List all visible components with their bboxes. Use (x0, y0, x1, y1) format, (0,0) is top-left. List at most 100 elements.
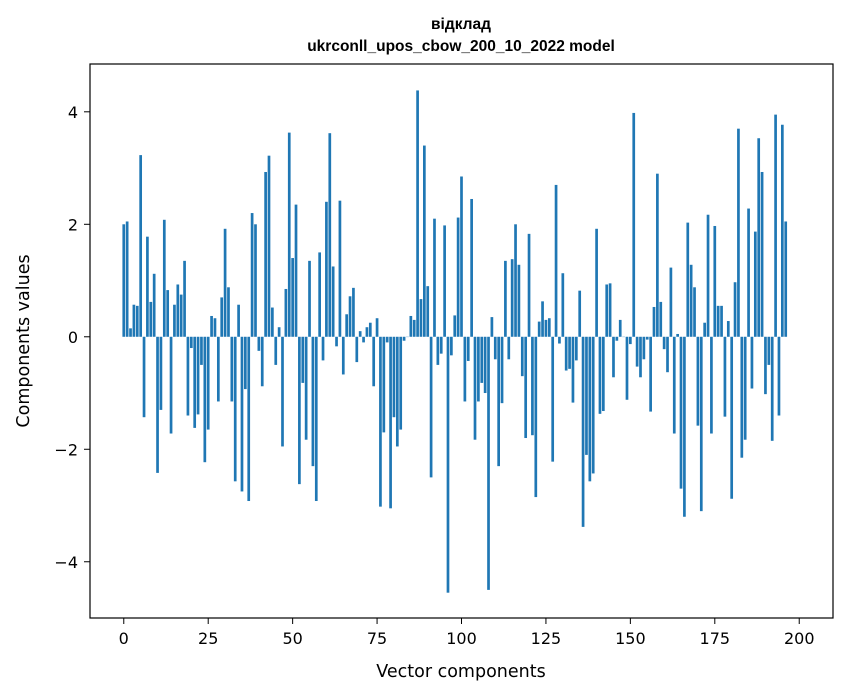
bar-component-180 (730, 336, 734, 499)
bar-component-63 (335, 336, 338, 347)
bar-component-118 (520, 336, 524, 377)
bar-component-61 (328, 133, 332, 337)
bar-component-130 (561, 273, 565, 337)
bar-component-31 (227, 287, 230, 337)
bar-component-8 (149, 301, 153, 337)
bar-component-140 (595, 228, 598, 337)
bar-component-79 (389, 336, 392, 509)
bar-component-22 (196, 336, 200, 415)
bar-component-100 (460, 176, 463, 337)
bar-component-81 (395, 336, 399, 447)
bar-component-26 (210, 315, 213, 337)
x-tick-label: 150 (615, 629, 646, 648)
bar-component-173 (706, 214, 710, 337)
bar-component-72 (365, 327, 369, 337)
bar-component-11 (159, 336, 163, 410)
bar-component-104 (473, 336, 477, 440)
bar-component-1 (125, 221, 129, 337)
bar-component-163 (672, 336, 676, 434)
bar-component-59 (321, 336, 325, 361)
bar-component-151 (632, 112, 636, 337)
bar-component-67 (348, 296, 352, 337)
bar-component-6 (142, 336, 146, 418)
bar-component-64 (338, 200, 342, 337)
bar-component-24 (203, 336, 207, 463)
bar-component-143 (605, 284, 609, 337)
bar-component-137 (585, 336, 588, 455)
bar-component-54 (304, 336, 308, 440)
bar-component-74 (372, 336, 376, 387)
bar-component-161 (666, 336, 669, 373)
bar-component-53 (301, 336, 305, 383)
bar-component-164 (676, 333, 679, 337)
bar-component-69 (355, 336, 359, 363)
bar-component-68 (352, 287, 355, 337)
bar-component-111 (497, 336, 500, 467)
bar-component-97 (450, 336, 453, 356)
bar-component-88 (419, 299, 423, 337)
bar-component-116 (514, 224, 517, 337)
bar-component-17 (179, 294, 183, 337)
y-tick-label: 4 (68, 103, 78, 122)
bar-component-37 (247, 336, 251, 502)
bar-component-65 (341, 336, 345, 375)
bar-component-155 (645, 336, 649, 340)
bar-component-183 (740, 336, 744, 458)
bar-component-176 (716, 305, 720, 337)
bar-component-3 (132, 304, 136, 337)
y-tick-label: −2 (54, 440, 78, 459)
bar-component-136 (581, 336, 585, 527)
bar-component-157 (652, 306, 656, 337)
bar-component-106 (480, 336, 484, 383)
bar-component-34 (237, 304, 240, 337)
bar-component-5 (139, 155, 143, 337)
chart-subtitle: ukrconll_upos_cbow_200_10_2022 model (307, 38, 615, 55)
bar-component-142 (601, 336, 605, 412)
bar-component-49 (287, 132, 291, 337)
bar-component-30 (223, 228, 227, 337)
bar-component-194 (777, 336, 781, 416)
x-tick-label: 25 (198, 629, 218, 648)
bar-component-195 (780, 124, 784, 337)
bar-component-13 (166, 290, 170, 337)
bar-component-50 (291, 258, 294, 337)
bar-component-117 (517, 264, 521, 337)
bar-component-122 (534, 336, 538, 498)
bar-component-175 (713, 225, 717, 337)
bar-component-36 (244, 336, 247, 390)
bar-component-127 (551, 336, 555, 462)
bar-component-19 (186, 336, 190, 416)
x-tick-label: 200 (784, 629, 815, 648)
bar-component-108 (487, 336, 490, 590)
bar-component-12 (162, 219, 166, 337)
y-axis-ticks: −4 −2 0 2 4 (54, 103, 90, 572)
bar-component-73 (368, 322, 372, 337)
bar-component-60 (325, 201, 328, 337)
bar-component-33 (233, 336, 237, 482)
bar-component-126 (547, 318, 551, 337)
bars-group (122, 90, 788, 593)
bar-component-154 (642, 336, 646, 360)
bar-component-178 (723, 336, 727, 417)
bar-component-29 (220, 297, 224, 337)
bar-component-16 (176, 284, 180, 337)
bar-component-110 (493, 336, 497, 360)
bar-component-125 (544, 319, 548, 337)
x-tick-label: 125 (531, 629, 562, 648)
bar-component-35 (240, 336, 244, 492)
bar-component-144 (608, 283, 612, 337)
bar-component-7 (146, 236, 149, 337)
bar-component-101 (463, 336, 467, 402)
bar-component-23 (200, 336, 203, 365)
bar-component-96 (446, 336, 450, 593)
x-tick-label: 100 (446, 629, 477, 648)
bar-component-40 (257, 336, 261, 351)
bar-component-174 (710, 336, 713, 434)
bar-component-10 (156, 336, 159, 473)
bar-component-86 (412, 319, 416, 337)
bar-component-2 (129, 328, 132, 337)
bar-component-188 (757, 138, 761, 337)
bar-component-93 (436, 336, 440, 365)
bar-component-51 (294, 204, 298, 337)
